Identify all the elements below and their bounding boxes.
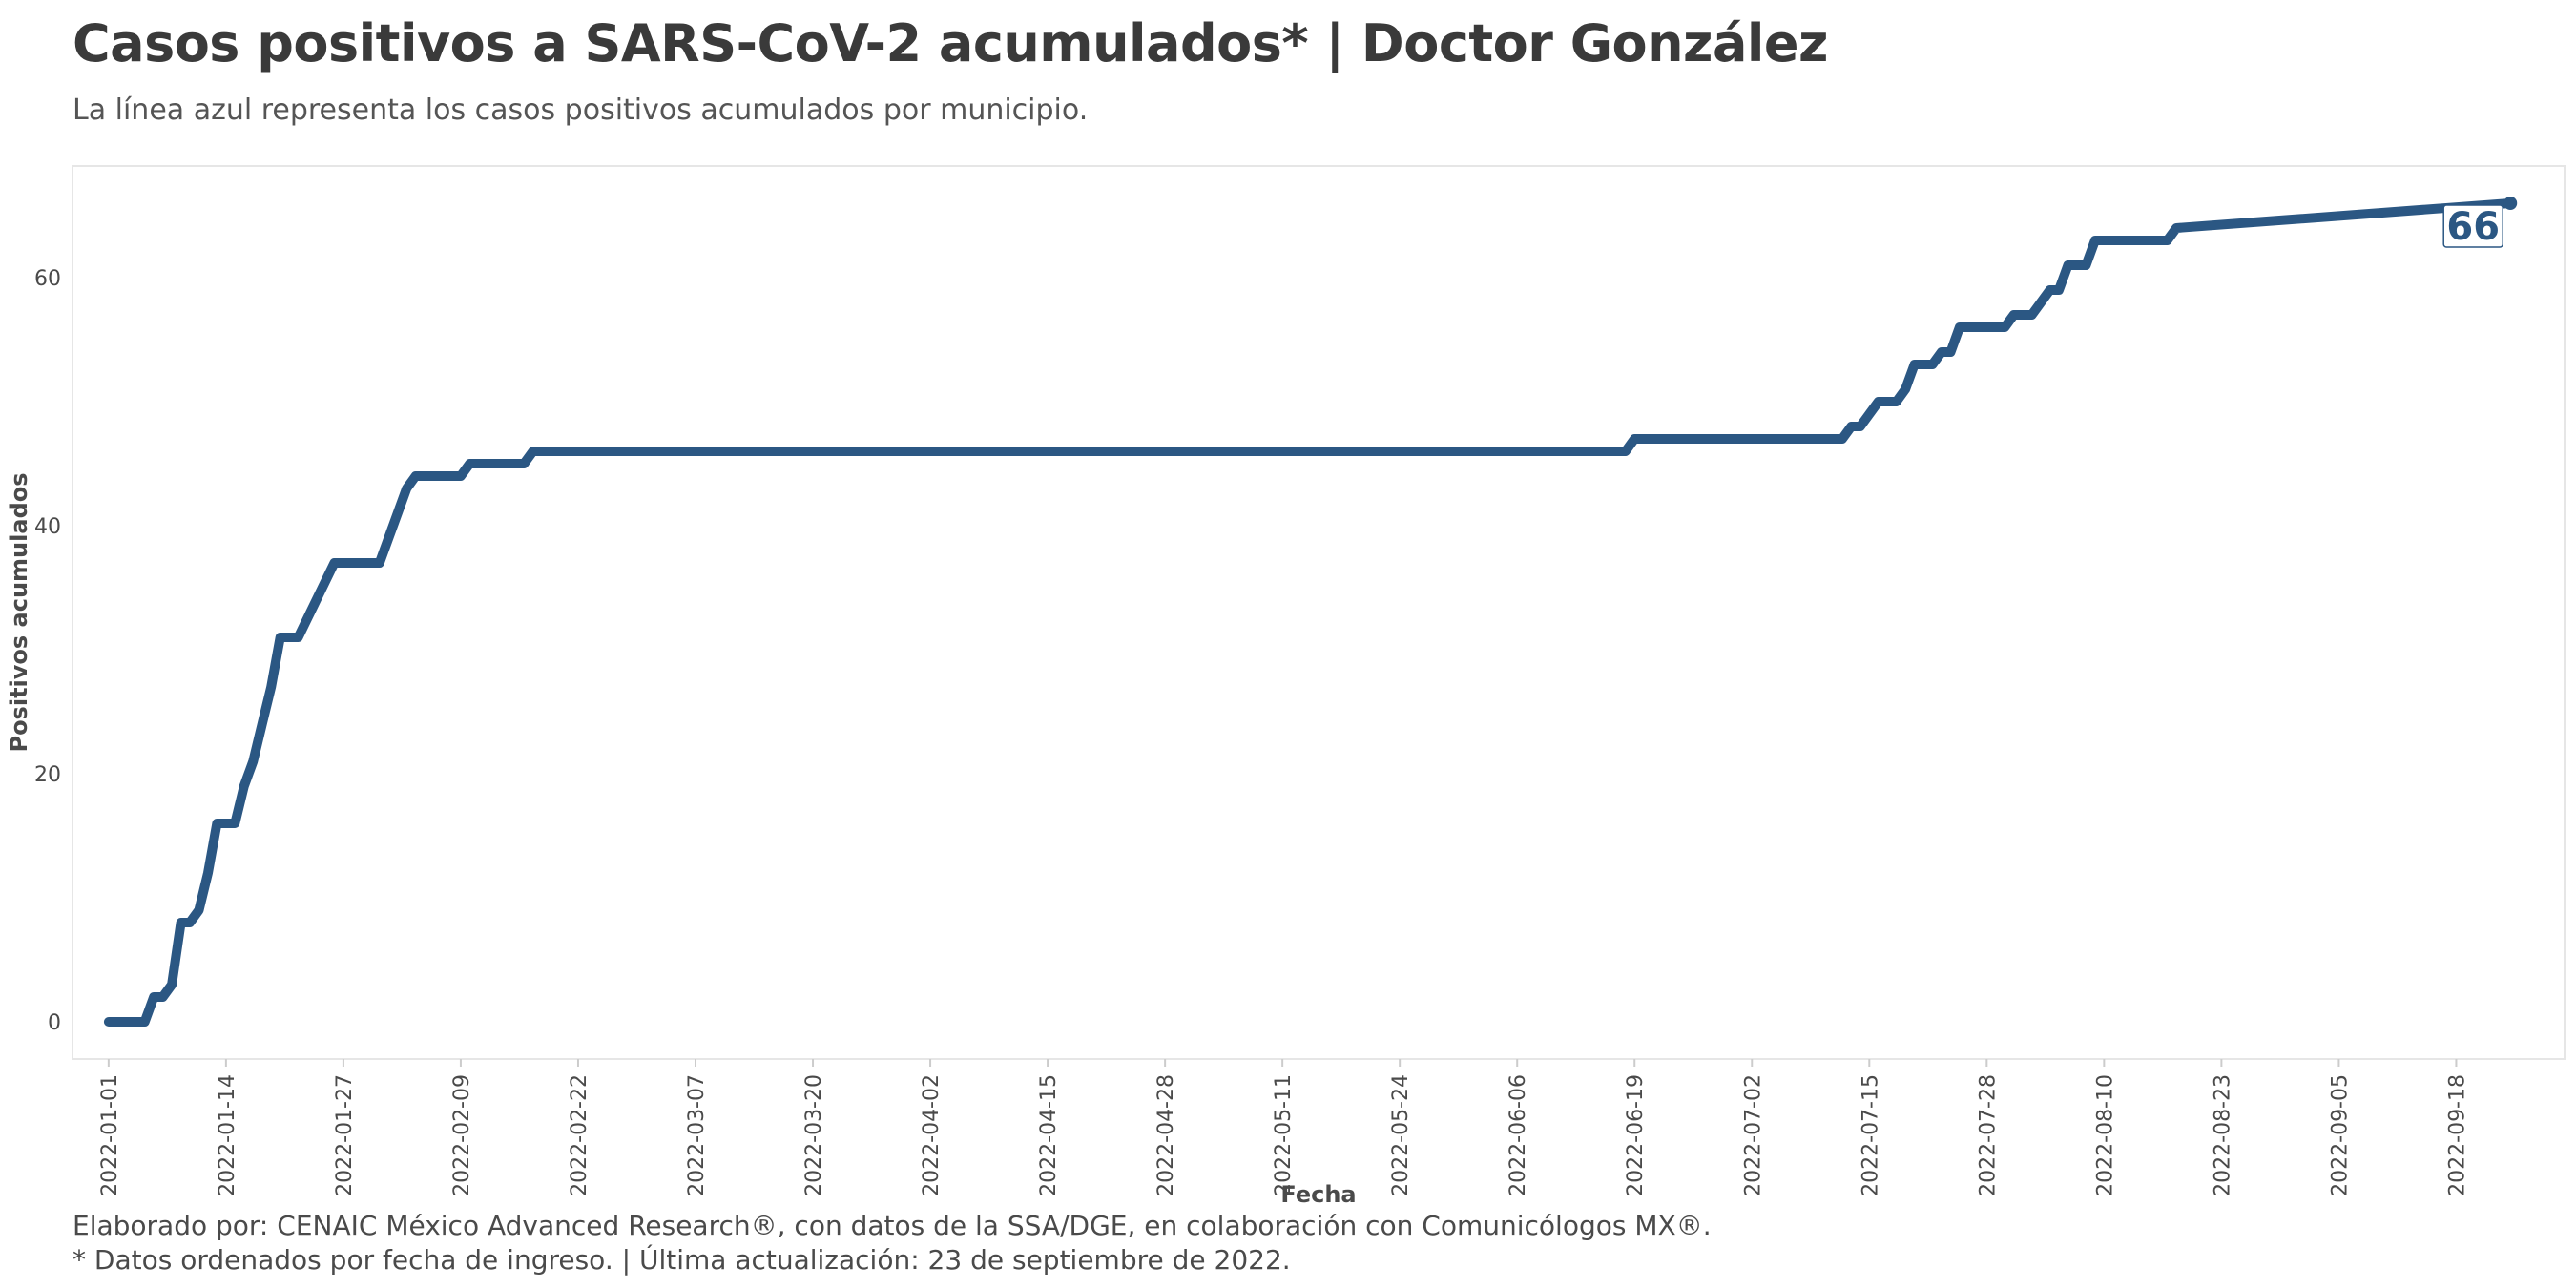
- x-tick-label: 2022-07-15: [1859, 1074, 1882, 1196]
- cumulative-cases-line: [103, 198, 2516, 1027]
- x-tick-label: 2022-02-22: [568, 1074, 592, 1196]
- chart-title: Casos positivos a SARS-CoV-2 acumulados*…: [73, 13, 1829, 73]
- x-tick-label: 2022-09-05: [2328, 1074, 2352, 1196]
- x-tick-label: 2022-05-24: [1389, 1074, 1413, 1196]
- x-tick-label: 2022-09-18: [2445, 1074, 2469, 1196]
- x-tick-label: 2022-06-19: [1624, 1074, 1648, 1196]
- y-tick-label: 60: [34, 267, 61, 291]
- x-tick-label: 2022-07-28: [1976, 1074, 2000, 1196]
- chart-subtitle: La línea azul representa los casos posit…: [73, 93, 1089, 127]
- x-tick-label: 2022-04-28: [1154, 1074, 1178, 1196]
- x-tick-label: 2022-01-27: [333, 1074, 357, 1196]
- x-tick-label: 2022-05-11: [1272, 1074, 1296, 1196]
- caption-notes: * Datos ordenados por fecha de ingreso. …: [73, 1244, 1291, 1276]
- y-tick-label: 20: [34, 763, 61, 787]
- last-value-point: [2503, 197, 2518, 210]
- x-axis-ticks: 2022-01-01 2022-01-14 2022-01-27 2022-02-09…: [98, 1059, 2469, 1196]
- x-tick-label: 2022-04-02: [920, 1074, 944, 1196]
- x-tick-label: 2022-01-01: [98, 1074, 122, 1196]
- last-value-label: 66: [2446, 205, 2500, 249]
- x-tick-label: 2022-02-09: [450, 1074, 474, 1196]
- y-tick-label: 0: [48, 1011, 61, 1035]
- plot-panel: [72, 165, 2566, 1060]
- x-tick-label: 2022-07-02: [1741, 1074, 1765, 1196]
- y-axis-ticks: 0 20 40 60: [34, 267, 61, 1035]
- x-tick-label: 2022-06-06: [1506, 1074, 1530, 1196]
- x-tick-label: 2022-01-14: [216, 1074, 239, 1196]
- x-tick-label: 2022-03-20: [802, 1074, 826, 1196]
- x-axis-title: Fecha: [1280, 1181, 1356, 1208]
- y-axis-title: Positivos acumulados: [6, 472, 32, 752]
- x-tick-label: 2022-08-23: [2211, 1074, 2234, 1196]
- caption-credits: Elaborado por: CENAIC México Advanced Re…: [73, 1210, 1712, 1241]
- last-value-label-box: [2442, 204, 2503, 248]
- x-tick-label: 2022-03-07: [685, 1074, 709, 1196]
- x-tick-label: 2022-08-10: [2093, 1074, 2117, 1196]
- y-tick-label: 40: [34, 515, 61, 539]
- x-tick-label: 2022-04-15: [1037, 1074, 1061, 1196]
